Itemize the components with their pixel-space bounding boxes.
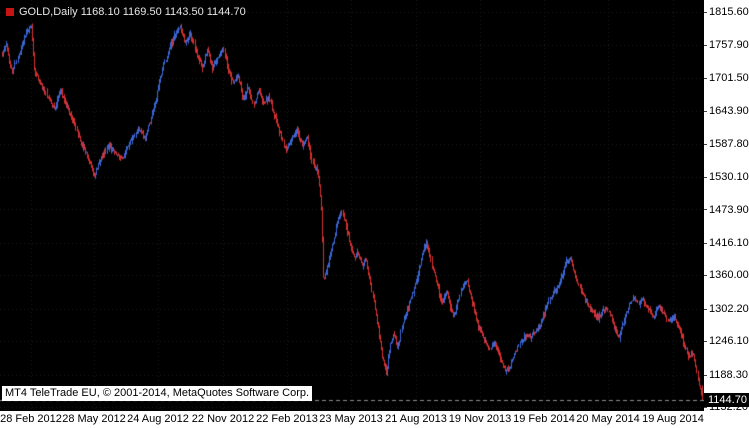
price-axis[interactable]: 1144.70 1815.60 1757.90 1701.50 1643.90 1587… bbox=[704, 0, 749, 428]
time-axis[interactable]: 28 Feb 2012 28 May 2012 24 Aug 2012 22 Nov … bbox=[0, 411, 704, 428]
price-axis-tick bbox=[704, 275, 707, 276]
price-axis-label: 1643.90 bbox=[709, 105, 749, 118]
date-axis-label: 28 Feb 2012 bbox=[0, 413, 62, 425]
date-axis-label: 19 Feb 2014 bbox=[513, 413, 575, 425]
date-axis-label: 20 May 2014 bbox=[576, 413, 640, 425]
date-axis-label: 21 Aug 2013 bbox=[385, 413, 447, 425]
price-axis-tick bbox=[704, 45, 707, 46]
price-axis-label: 1815.60 bbox=[709, 6, 749, 18]
price-axis-label: 1587.80 bbox=[709, 137, 749, 150]
date-axis-label: 22 Feb 2013 bbox=[256, 413, 318, 425]
price-axis-tick bbox=[704, 12, 707, 13]
price-axis-tick bbox=[704, 144, 707, 145]
price-axis-label: 1246.10 bbox=[709, 335, 749, 348]
chart-title-ohlc: GOLD,Daily 1168.10 1169.50 1143.50 1144.… bbox=[19, 6, 246, 18]
date-axis-label: 23 May 2013 bbox=[319, 413, 383, 425]
date-axis-label: 24 Aug 2012 bbox=[127, 413, 189, 425]
price-axis-label: 1302.20 bbox=[709, 302, 749, 315]
price-axis-label: 1188.30 bbox=[709, 368, 748, 381]
price-axis-label: 1757.90 bbox=[709, 39, 749, 52]
price-axis-label: 1416.10 bbox=[709, 236, 749, 249]
price-axis-label: 1360.00 bbox=[709, 269, 749, 282]
price-axis-tick bbox=[704, 111, 707, 112]
price-axis-tick bbox=[704, 407, 707, 408]
price-axis-tick bbox=[704, 375, 707, 376]
candlestick-canvas[interactable] bbox=[0, 0, 704, 411]
current-price-box: 1144.70 bbox=[704, 392, 749, 407]
date-axis-label: 28 May 2012 bbox=[62, 413, 126, 425]
date-axis-label: 22 Nov 2012 bbox=[191, 413, 255, 425]
date-axis-label: 19 Nov 2013 bbox=[448, 413, 512, 425]
chart-header: GOLD,Daily 1168.10 1169.50 1143.50 1144.… bbox=[6, 6, 246, 18]
plot-area[interactable]: GOLD,Daily 1168.10 1169.50 1143.50 1144.… bbox=[0, 0, 704, 411]
price-axis-tick bbox=[704, 309, 707, 310]
price-axis-tick bbox=[704, 78, 707, 79]
price-axis-label: 1701.50 bbox=[709, 71, 749, 84]
price-axis-label: 1473.90 bbox=[709, 203, 749, 216]
date-axis-label: 19 Aug 2014 bbox=[642, 413, 704, 425]
price-axis-tick bbox=[704, 341, 707, 342]
price-axis-tick bbox=[704, 177, 707, 178]
price-axis-label: 1530.10 bbox=[709, 171, 749, 184]
copyright-label: MT4 TeleTrade EU, © 2001-2014, MetaQuote… bbox=[2, 386, 313, 401]
price-axis-tick bbox=[704, 243, 707, 244]
symbol-marker-icon bbox=[6, 8, 14, 16]
price-axis-tick bbox=[704, 209, 707, 210]
